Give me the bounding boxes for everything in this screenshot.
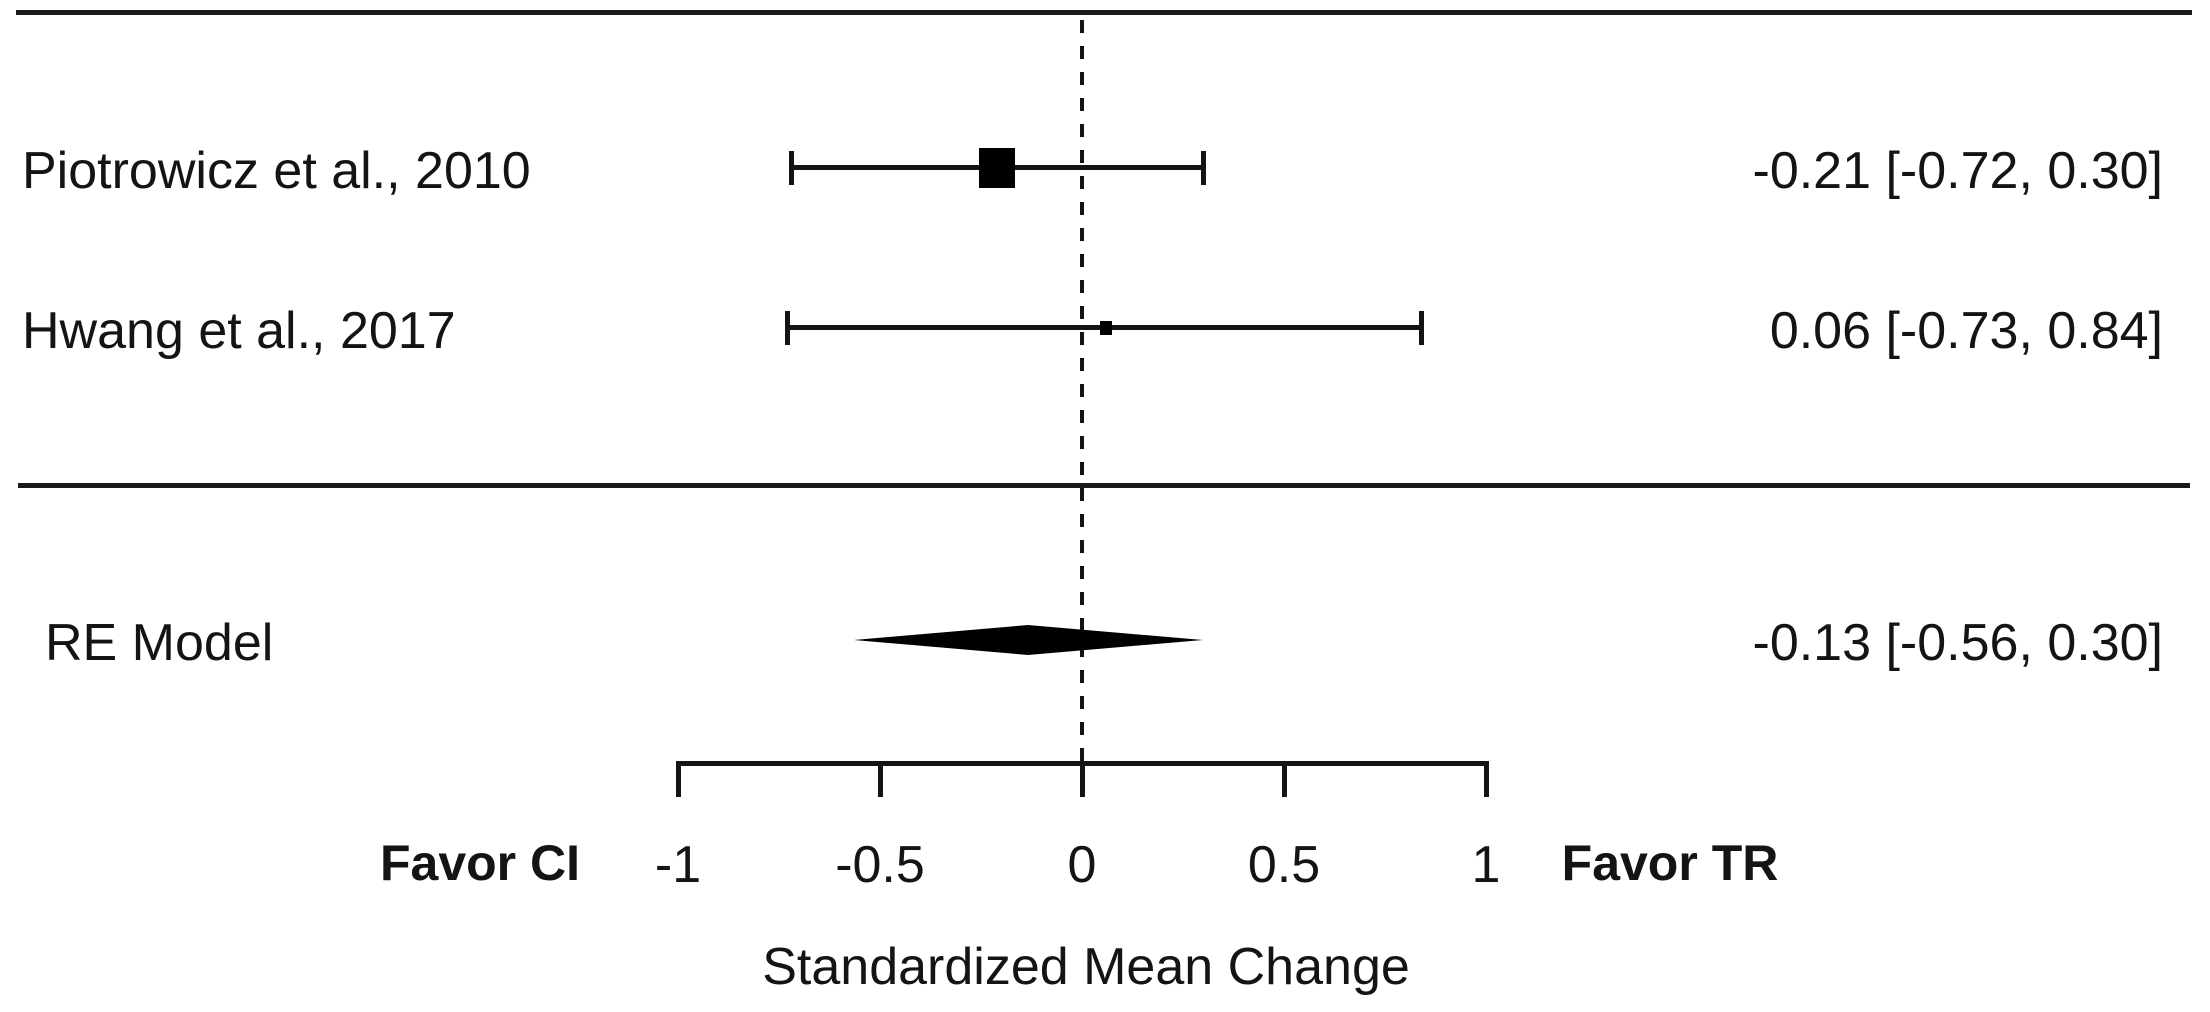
effect-annotation: -0.21 [-0.72, 0.30]	[1752, 142, 2164, 200]
tick-label: 1	[1471, 836, 1501, 894]
ci-cap-right	[1201, 151, 1206, 185]
summary-annotation: -0.13 [-0.56, 0.30]	[1752, 614, 2164, 672]
axis-tick	[1484, 761, 1489, 797]
study-label: Hwang et al., 2017	[22, 302, 456, 360]
summary-label: RE Model	[45, 614, 274, 672]
effect-square	[1100, 321, 1112, 335]
study-label: Piotrowicz et al., 2010	[22, 142, 531, 200]
effect-square	[979, 148, 1015, 188]
tick-label: 0	[1067, 836, 1097, 894]
tick-label: -0.5	[835, 836, 925, 894]
separator-rule	[18, 483, 2190, 488]
tick-label: 0.5	[1247, 836, 1321, 894]
ci-cap-left	[789, 151, 794, 185]
ci-cap-right	[1419, 311, 1424, 345]
effect-annotation: 0.06 [-0.73, 0.84]	[1769, 302, 2163, 360]
axis-tick	[1282, 761, 1287, 797]
axis-tick	[878, 761, 883, 797]
axis-tick	[1080, 761, 1085, 797]
ci-cap-left	[785, 311, 790, 345]
favor-left-label: Favor CI	[379, 835, 581, 891]
favor-right-label: Favor TR	[1561, 835, 1779, 891]
zero-reference-line	[1080, 20, 1084, 763]
x-axis-title: Standardized Mean Change	[762, 938, 1410, 996]
top-rule	[16, 10, 2192, 15]
summary-diamond	[854, 625, 1203, 655]
axis-tick	[676, 761, 681, 797]
tick-label: -1	[654, 836, 702, 894]
